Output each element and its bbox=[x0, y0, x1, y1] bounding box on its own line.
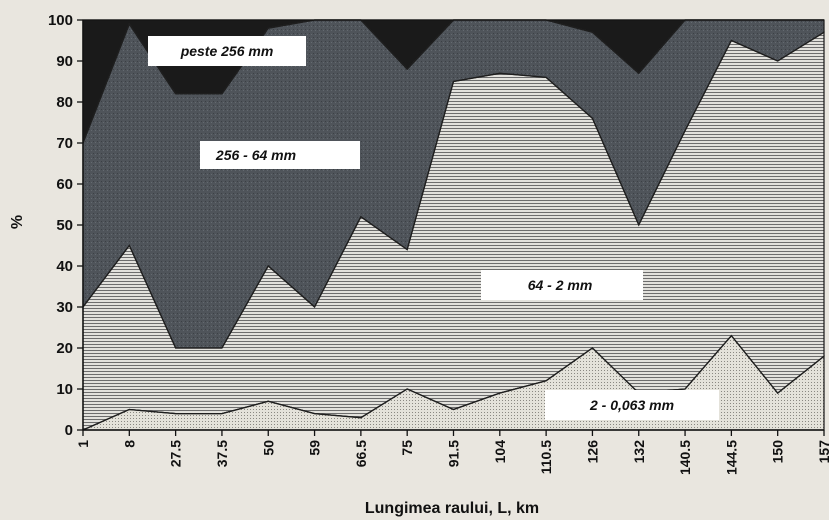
x-tick-label-0: 1 bbox=[75, 440, 91, 448]
x-tick-label-5: 59 bbox=[307, 440, 323, 456]
x-axis-ticks: 1 8 27.5 37.5 50 59 66.5 75 91.5 104 110.5 126 132 14… bbox=[75, 430, 829, 475]
y-tick-label-30: 30 bbox=[56, 299, 73, 316]
x-tick-label-2: 27.5 bbox=[168, 440, 184, 467]
x-tick-label-7: 75 bbox=[399, 440, 415, 456]
y-tick-label-80: 80 bbox=[56, 94, 73, 111]
y-tick-label-40: 40 bbox=[56, 258, 73, 275]
x-tick-label-14: 144.5 bbox=[723, 440, 739, 475]
band-label-peste-256-text: peste 256 mm bbox=[180, 43, 274, 59]
band-label-256-64-text: 256 - 64 mm bbox=[215, 147, 296, 163]
x-tick-label-3: 37.5 bbox=[214, 440, 230, 467]
band-label-peste-256-box bbox=[148, 36, 306, 66]
x-tick-label-8: 91.5 bbox=[446, 440, 462, 467]
x-tick-label-12: 132 bbox=[631, 440, 647, 464]
band-label-2-0063-text: 2 - 0,063 mm bbox=[589, 397, 674, 413]
y-tick-label-90: 90 bbox=[56, 53, 73, 70]
y-tick-label-20: 20 bbox=[56, 340, 73, 357]
x-tick-label-11: 126 bbox=[584, 440, 600, 464]
band-label-256-64-box bbox=[200, 141, 360, 169]
y-tick-label-10: 10 bbox=[56, 381, 73, 398]
y-tick-label-70: 70 bbox=[56, 135, 73, 152]
x-tick-label-9: 104 bbox=[492, 440, 508, 464]
y-tick-label-50: 50 bbox=[56, 217, 73, 234]
band-label-256-64: 256 - 64 mm bbox=[200, 141, 360, 169]
band-label-peste-256: peste 256 mm bbox=[148, 36, 306, 66]
band-label-64-2-text: 64 - 2 mm bbox=[528, 277, 593, 293]
x-tick-label-1: 8 bbox=[121, 440, 137, 448]
band-label-2-0063: 2 - 0,063 mm bbox=[545, 390, 719, 420]
x-tick-label-6: 66.5 bbox=[353, 440, 369, 467]
y-axis-title: % bbox=[9, 215, 26, 229]
x-tick-label-4: 50 bbox=[260, 440, 276, 456]
band-label-64-2-box bbox=[481, 270, 643, 300]
x-tick-label-16: 157 bbox=[816, 440, 829, 464]
x-tick-label-10: 110.5 bbox=[538, 440, 554, 474]
x-tick-label-13: 140.5 bbox=[677, 440, 693, 475]
x-axis-title: Lungimea raului, L, km bbox=[365, 500, 539, 517]
y-tick-label-60: 60 bbox=[56, 176, 73, 193]
y-axis-ticks: 0 10 20 30 40 50 60 70 80 90 100 bbox=[48, 12, 83, 439]
band-label-64-2: 64 - 2 mm bbox=[481, 270, 643, 300]
series-line-2-0063 bbox=[82, 334, 825, 431]
series-line-64-2 bbox=[82, 31, 825, 349]
y-tick-label-100: 100 bbox=[48, 12, 73, 29]
x-tick-label-15: 150 bbox=[770, 440, 786, 464]
area-layers bbox=[82, 19, 825, 431]
band-label-2-0063-box bbox=[545, 390, 719, 420]
y-tick-label-0: 0 bbox=[65, 422, 73, 439]
